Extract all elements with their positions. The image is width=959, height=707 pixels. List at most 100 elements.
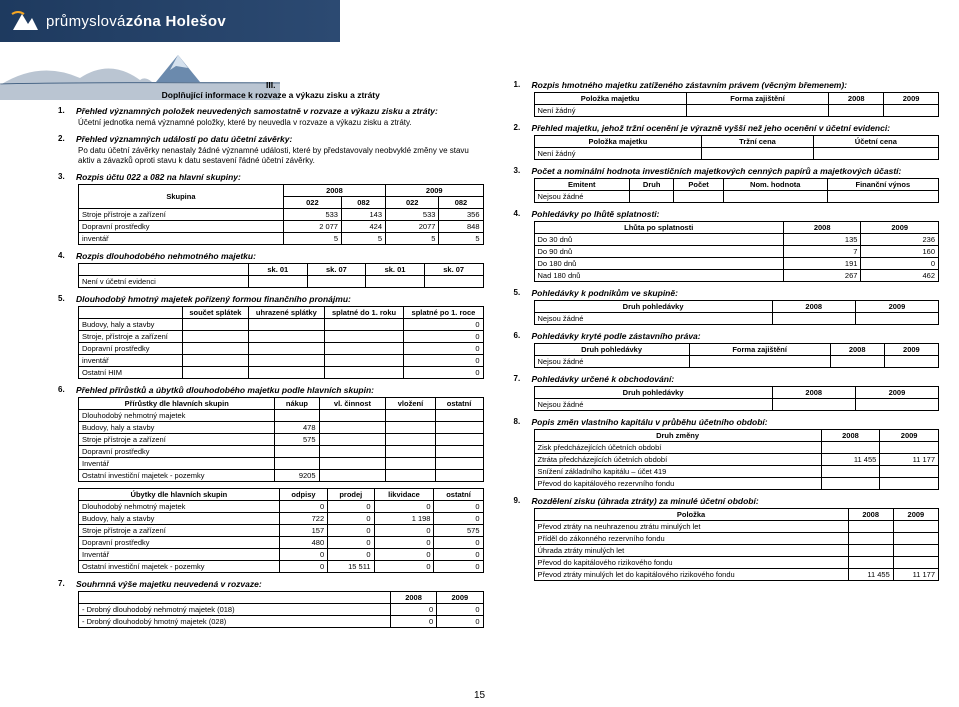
table-row: inventář5555 <box>79 233 484 245</box>
left-column: III. Doplňující informace k rozvaze a vý… <box>58 80 484 687</box>
item-title: Rozpis hmotného majetku zatíženého zásta… <box>532 80 848 90</box>
section-title: Doplňující informace k rozvaze a výkazu … <box>58 90 484 100</box>
table-row: Budovy, haly a stavby72201 1980 <box>79 513 484 525</box>
table-cell <box>424 276 483 288</box>
table-cell: 11 177 <box>893 569 938 581</box>
item-num: 4. <box>514 209 524 218</box>
left-item-5: 5. Dlouhodobý hmotný majetek pořízený fo… <box>58 294 484 379</box>
item-title: Rozpis dlouhodobého nehmotného majetku: <box>76 251 256 261</box>
right-item-4: 4.Pohledávky po lhůtě splatnosti: Lhůta … <box>514 209 940 282</box>
table-cell: 2077 <box>386 221 439 233</box>
table-cell: Nejsou žádné <box>534 356 689 368</box>
table-cell: 0 <box>434 513 483 525</box>
table-cell <box>893 521 938 533</box>
item-title: Přehled přírůstků a úbytků dlouhodobého … <box>76 385 374 395</box>
left-item-1: 1. Přehled významných položek neuvedenýc… <box>58 106 484 128</box>
table-cell <box>893 533 938 545</box>
table-cell <box>848 545 893 557</box>
item-num: 3. <box>58 172 68 181</box>
table-row: Stroje přístroje a zařízení533143533356 <box>79 209 484 221</box>
item-num: 5. <box>58 294 68 303</box>
table-cell: 722 <box>279 513 327 525</box>
table-cell: 0 <box>861 258 939 270</box>
item-body: Účetní jednotka nemá významné položky, k… <box>58 118 484 128</box>
item-title: Popis změn vlastního kapitálu v průběhu … <box>532 417 768 427</box>
table-cell <box>855 399 938 411</box>
right-item-6: 6.Pohledávky kryté podle zástavního práv… <box>514 331 940 368</box>
item-title: Pohledávky kryté podle zástavního práva: <box>532 331 701 341</box>
table-cell: 462 <box>861 270 939 282</box>
table-s7: 20082009 - Drobný dlouhodobý nehmotný ma… <box>78 591 484 628</box>
table-cell: Do 30 dnů <box>534 234 783 246</box>
table-cell: Převod do kapitálového rezervního fondu <box>534 478 821 490</box>
table-row: Dopravní prostředky <box>79 446 484 458</box>
table-cell: 5 <box>439 233 483 245</box>
table-cell: 0 <box>434 501 483 513</box>
table-r7: Druh pohledávky20082009 Nejsou žádné <box>534 386 940 411</box>
table-cell: 191 <box>783 258 861 270</box>
table-row: Nejsou žádné <box>534 313 939 325</box>
table-cell <box>324 331 404 343</box>
table-cell <box>686 105 829 117</box>
table-s6a: Přírůstky dle hlavních skupin nákupvl. č… <box>78 397 484 482</box>
item-title: Rozdělení zisku (úhrada ztráty) za minul… <box>532 496 759 506</box>
table-cell <box>307 276 366 288</box>
table-cell: Ostatní HIM <box>79 367 183 379</box>
table-cell: 5 <box>386 233 439 245</box>
table-cell <box>319 434 386 446</box>
table-cell <box>275 410 319 422</box>
item-title: Dlouhodobý hmotný majetek pořízený formo… <box>76 294 351 304</box>
item-title: Přehled významných událostí po datu účet… <box>76 134 292 144</box>
table-s3: Skupina 2008 2009 022082 022082 Stroje p… <box>78 184 484 245</box>
table-cell: - Drobný dlouhodobý hmotný majetek (028) <box>79 616 391 628</box>
table-cell: 0 <box>279 549 327 561</box>
right-column: 1.Rozpis hmotného majetku zatíženého zás… <box>514 80 940 687</box>
table-cell: inventář <box>79 355 183 367</box>
right-item-3: 3.Počet a nominální hodnota investičních… <box>514 166 940 203</box>
table-row: Ostatní investiční majetek - pozemky015 … <box>79 561 484 573</box>
table-cell: Nejsou žádné <box>534 313 772 325</box>
table-row: Není v účetní evidenci <box>79 276 484 288</box>
table-cell <box>435 410 483 422</box>
table-row: Inventář <box>79 458 484 470</box>
table-cell: Zisk předcházejících účetních období <box>534 442 821 454</box>
table-row: Nejsou žádné <box>534 191 939 203</box>
table-cell <box>182 331 248 343</box>
brand-text-prefix: průmyslová <box>46 13 126 30</box>
table-row: Dopravní prostředky2 0774242077848 <box>79 221 484 233</box>
table-row: inventář0 <box>79 355 484 367</box>
table-cell: Nad 180 dnů <box>534 270 783 282</box>
table-cell: 135 <box>783 234 861 246</box>
document-body: III. Doplňující informace k rozvaze a vý… <box>58 80 939 687</box>
table-cell: Stroje přístroje a zařízení <box>79 434 275 446</box>
table-cell <box>319 410 386 422</box>
table-cell: 160 <box>861 246 939 258</box>
item-title: Pohledávky k podnikům ve skupině: <box>532 288 678 298</box>
table-row: Budovy, haly a stavby0 <box>79 319 484 331</box>
table-cell <box>884 105 939 117</box>
table-row: Stroje přístroje a zařízení15700575 <box>79 525 484 537</box>
table-cell <box>772 399 855 411</box>
table-cell <box>884 356 938 368</box>
table-cell <box>880 442 939 454</box>
table-cell: Snížení základního kapitálu – účet 419 <box>534 466 821 478</box>
table-cell: 157 <box>279 525 327 537</box>
table-cell <box>248 343 324 355</box>
table-cell <box>319 458 386 470</box>
table-cell: Do 180 dnů <box>534 258 783 270</box>
table-cell: Inventář <box>79 549 280 561</box>
table-cell: Dlouhodobý nehmotný majetek <box>79 410 275 422</box>
table-cell: Není žádný <box>534 105 686 117</box>
table-cell: inventář <box>79 233 284 245</box>
table-cell: 575 <box>434 525 483 537</box>
item-num: 8. <box>514 417 524 426</box>
table-cell: Stroje přístroje a zařízení <box>79 209 284 221</box>
table-cell <box>182 343 248 355</box>
table-cell: 11 177 <box>880 454 939 466</box>
table-cell <box>324 343 404 355</box>
table-cell <box>848 521 893 533</box>
table-cell: 575 <box>275 434 319 446</box>
table-row: Ostatní investiční majetek - pozemky9205 <box>79 470 484 482</box>
table-cell: 0 <box>374 561 434 573</box>
item-title: Rozpis účtu 022 a 082 na hlavní skupiny: <box>76 172 241 182</box>
